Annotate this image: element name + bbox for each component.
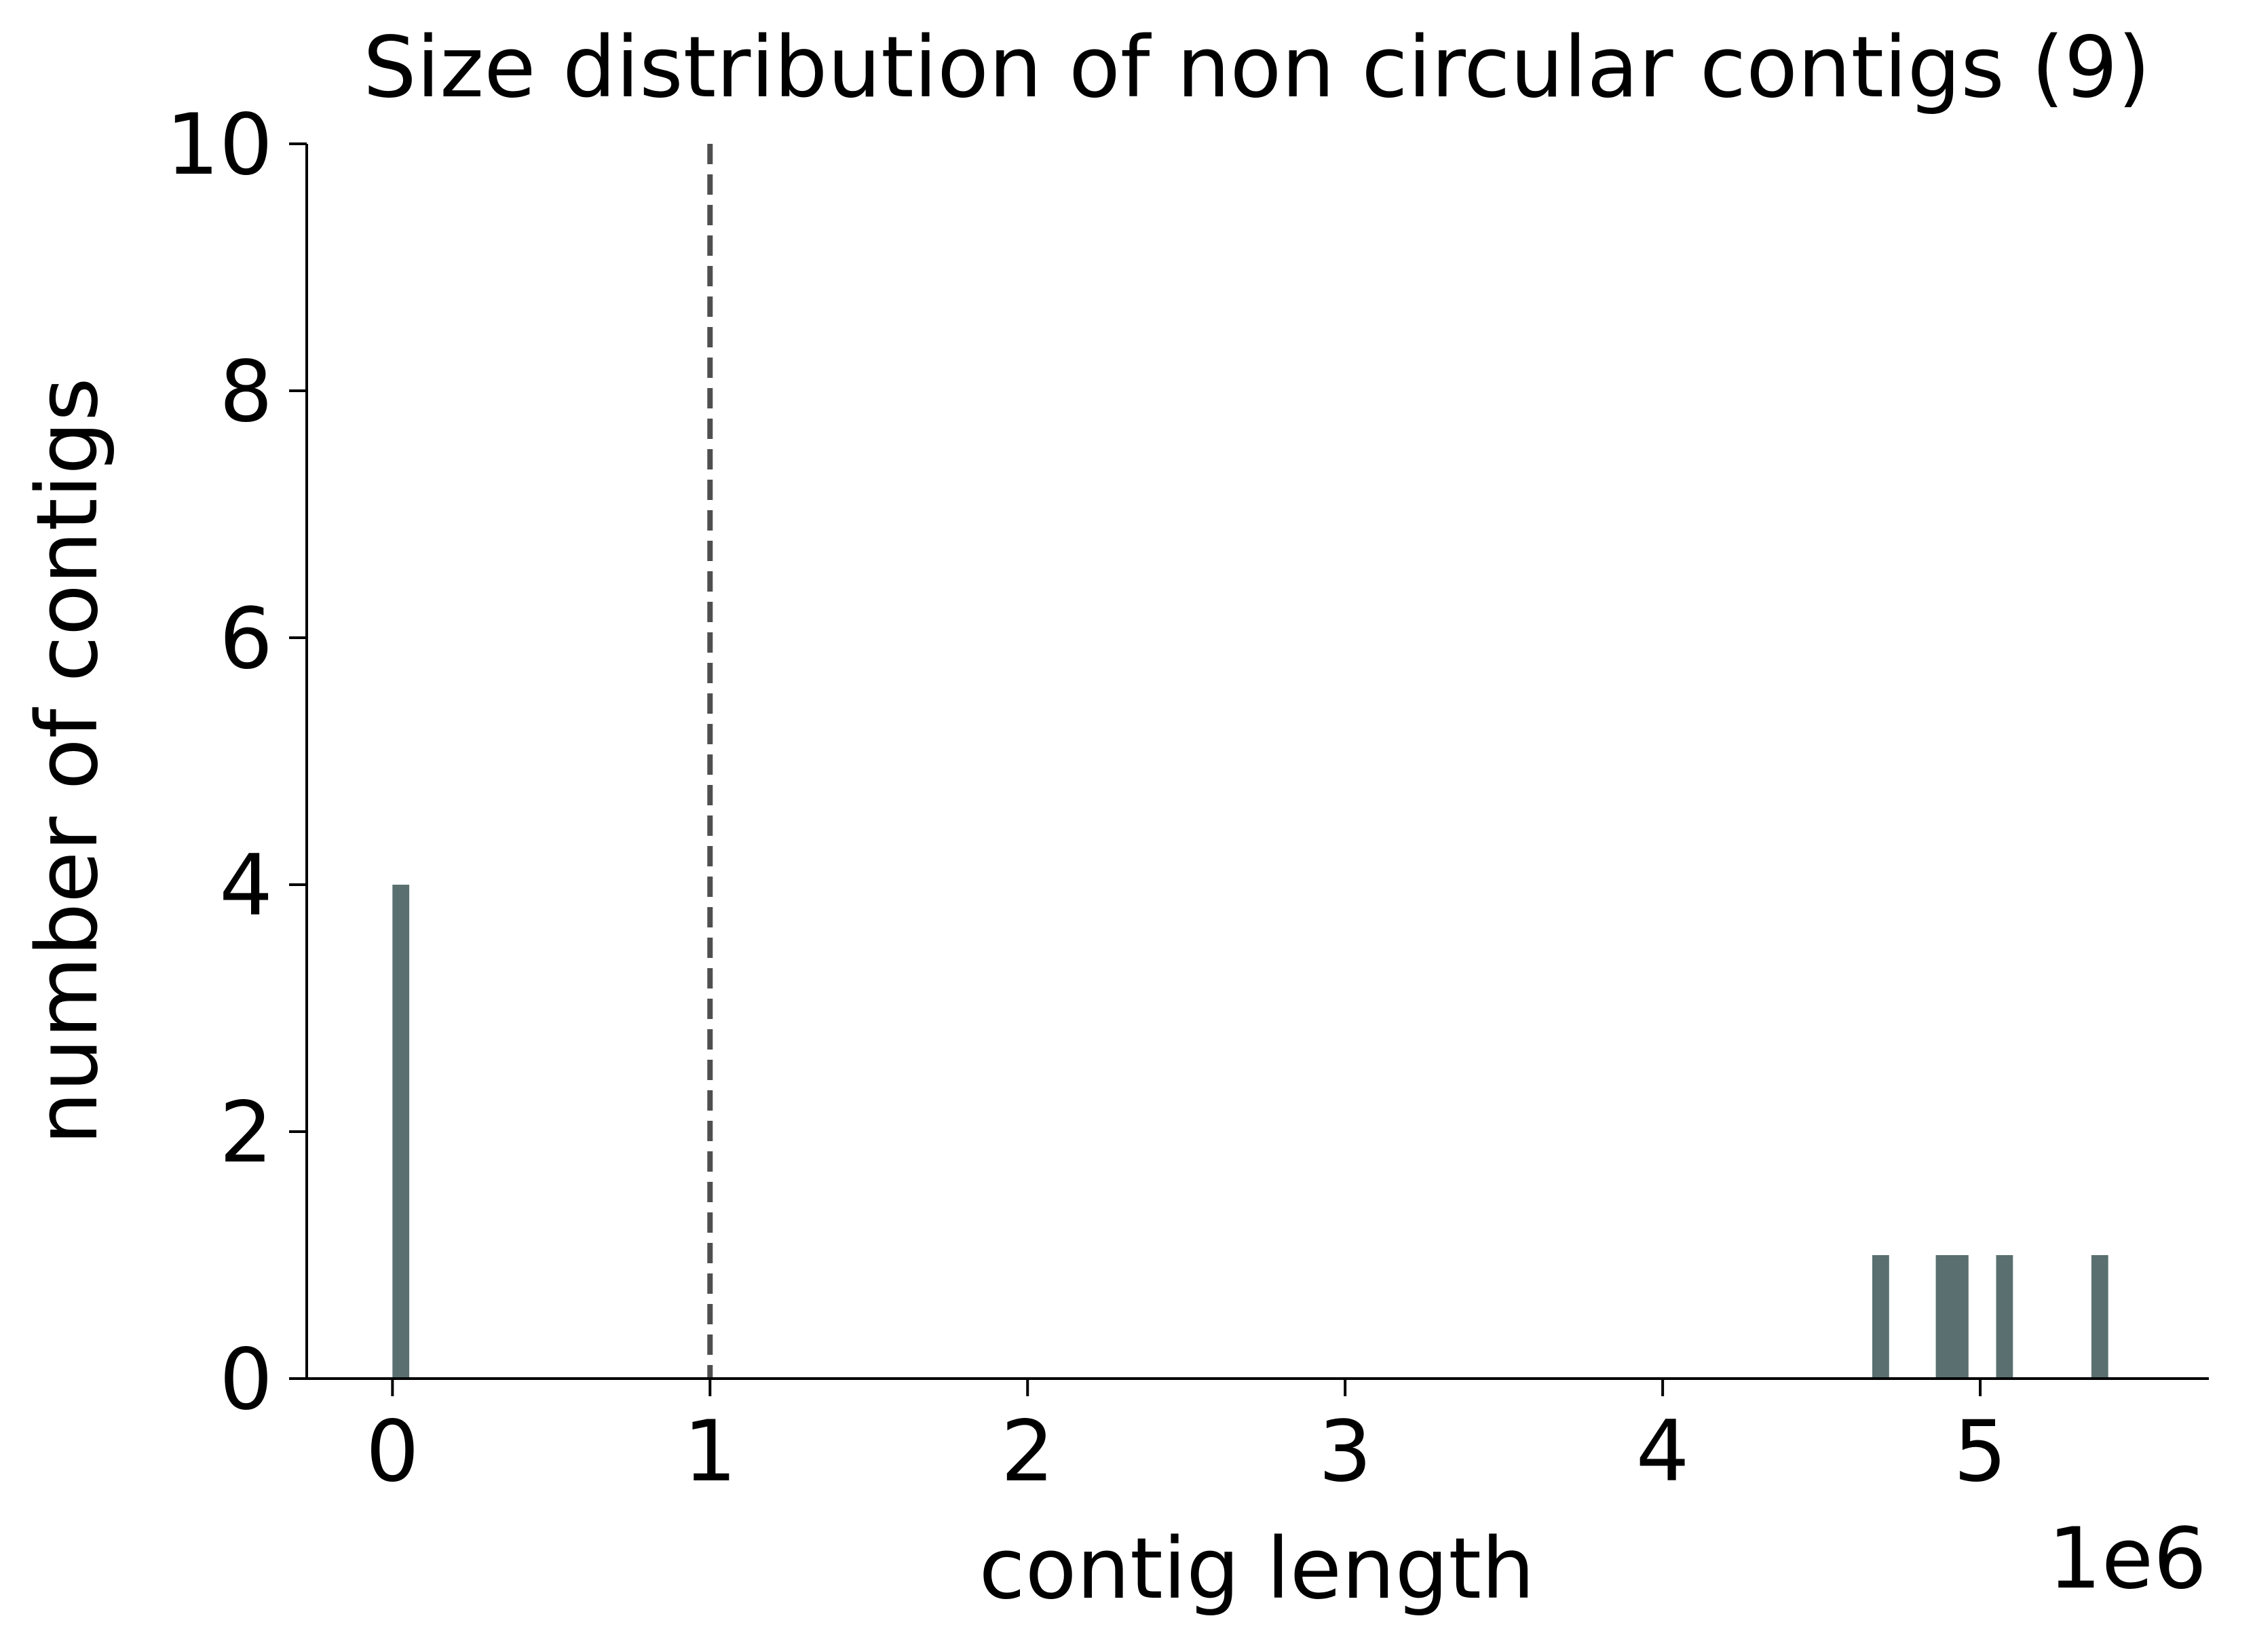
x-tick-label: 4 xyxy=(1636,1403,1690,1501)
x-axis-offset-label: 1e6 xyxy=(2048,1510,2207,1608)
bars-group xyxy=(392,885,2108,1379)
y-tick-label: 0 xyxy=(219,1331,273,1429)
y-tick-label: 8 xyxy=(219,343,273,441)
x-tick-label: 2 xyxy=(1001,1403,1055,1501)
x-axis-label: contig length xyxy=(979,1520,1534,1618)
y-tick-label: 2 xyxy=(219,1084,273,1182)
x-tick-label: 5 xyxy=(1954,1403,2007,1501)
x-ticks: 0 1 2 3 4 5 xyxy=(366,1379,2007,1501)
y-tick-label: 6 xyxy=(219,590,273,688)
histogram-bar xyxy=(2091,1255,2108,1379)
histogram-bar xyxy=(1952,1255,1969,1379)
x-tick-label: 1 xyxy=(683,1403,737,1501)
y-axis-label: number of contigs xyxy=(19,377,117,1145)
histogram-bar xyxy=(1996,1255,2013,1379)
chart-title: Size distribution of non circular contig… xyxy=(363,19,2150,117)
histogram-bar xyxy=(1935,1255,1953,1379)
y-tick-label: 10 xyxy=(166,96,273,194)
y-tick-label: 4 xyxy=(219,837,273,935)
y-ticks: 0 2 4 6 8 10 xyxy=(166,96,307,1429)
x-tick-label: 0 xyxy=(366,1403,419,1501)
x-tick-label: 3 xyxy=(1319,1403,1372,1501)
histogram-bar xyxy=(392,885,410,1379)
histogram-bar xyxy=(1872,1255,1889,1379)
